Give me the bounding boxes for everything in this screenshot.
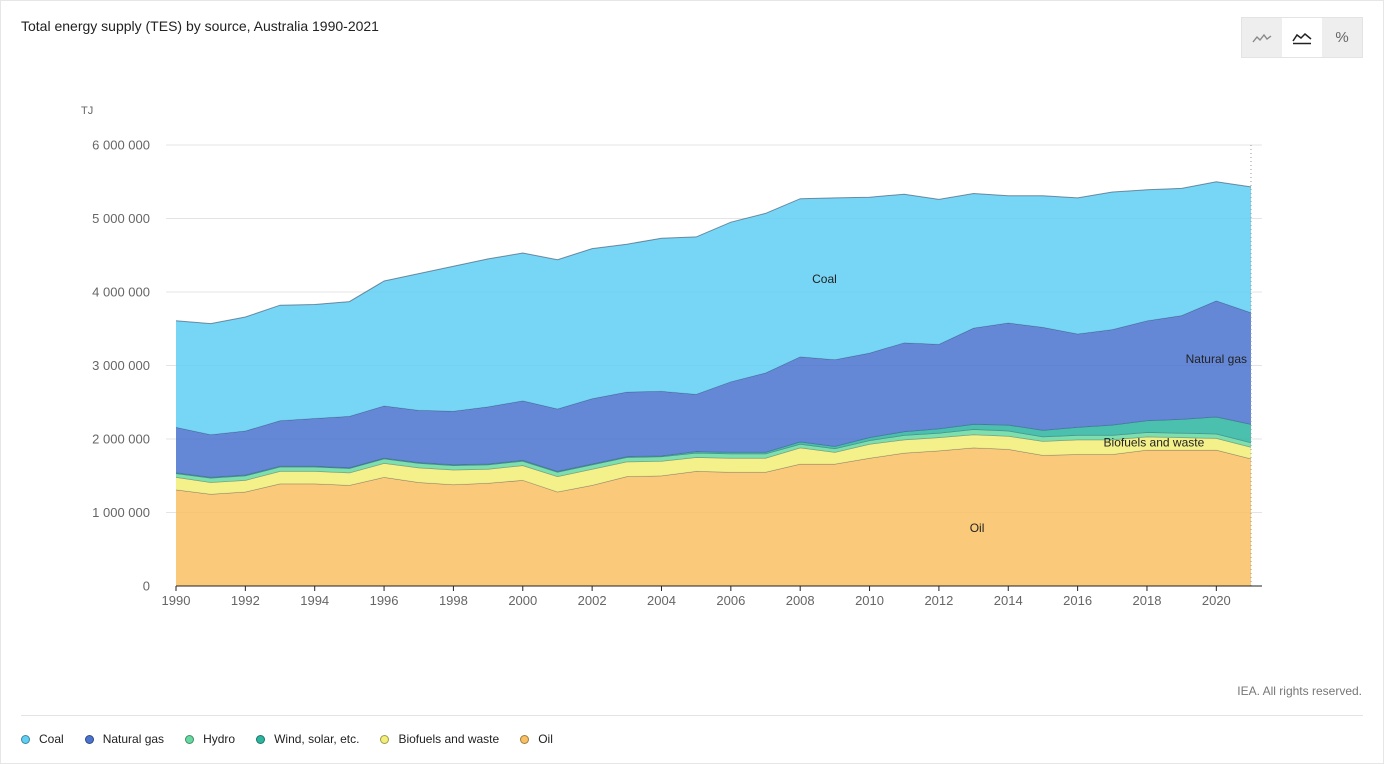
x-tick-label: 2018 [1133,593,1162,608]
line-view-button[interactable] [1242,18,1282,57]
legend-label: Hydro [203,732,236,746]
area-wind-solar-etc [176,416,1251,478]
x-tick-label: 2006 [716,593,745,608]
x-tick-label: 1996 [370,593,399,608]
y-tick-label: 2 000 000 [92,432,150,447]
stacked-area-chart: 0 1 000 000 2 000 000 3 000 000 4 000 000 5 0… [81,105,1262,608]
x-tick-label: 1992 [231,593,260,608]
y-axis-unit: TJ [81,105,93,117]
legend-item-coal[interactable]: Coal [21,732,64,746]
x-tick-label: 2004 [647,593,676,608]
legend-item-wind-solar[interactable]: Wind, solar, etc. [256,732,359,746]
area-oil [176,447,1251,586]
legend-swatch [520,734,530,744]
legend-swatch [21,734,30,744]
x-tick-label: 2010 [855,593,884,608]
x-tick-label: 2002 [578,593,607,608]
copyright-note: IEA. All rights reserved. [1237,684,1362,698]
x-tick-label: 2012 [924,593,953,608]
x-tick-label: 1998 [439,593,468,608]
y-tick-label: 1 000 000 [92,505,150,520]
legend-item-oil[interactable]: Oil [520,732,553,746]
x-tick-label: 2020 [1202,593,1231,608]
chart-view-toggle: % [1241,17,1363,58]
y-tick-label: 0 [143,579,150,594]
x-tick-label: 2000 [508,593,537,608]
legend-label: Wind, solar, etc. [274,732,360,746]
x-tick-label: 1994 [300,593,329,608]
area-label-natural-gas: Natural gas [1186,352,1247,366]
legend: Coal Natural gas Hydro Wind, solar, etc.… [21,732,553,746]
percent-icon: % [1335,29,1349,46]
x-tick-label: 1990 [162,593,191,608]
area-biofuels-and-waste [176,434,1251,495]
line-chart-icon [1252,33,1272,42]
area-label-coal: Coal [812,272,837,286]
legend-swatch [380,734,390,744]
x-tick-label: 2008 [786,593,815,608]
area-hydro [176,429,1251,483]
legend-label: Natural gas [102,732,165,746]
legend-label: Coal [39,732,64,746]
area-natural-gas [176,300,1251,478]
legend-swatch [185,734,195,744]
area-coal [176,181,1251,435]
y-tick-label: 3 000 000 [92,358,150,373]
y-tick-label: 6 000 000 [92,138,150,153]
legend-divider [21,715,1363,716]
y-tick-label: 5 000 000 [92,211,150,226]
legend-item-natural-gas[interactable]: Natural gas [84,732,165,746]
legend-swatch [84,734,94,744]
area-edge-coal [175,181,1252,325]
legend-swatch [256,734,266,744]
chart-title: Total energy supply (TES) by source, Aus… [21,18,379,34]
legend-item-biofuels[interactable]: Biofuels and waste [380,732,499,746]
legend-label: Oil [538,732,553,746]
legend-label: Biofuels and waste [398,732,500,746]
area-label-oil: Oil [970,521,985,535]
legend-item-hydro[interactable]: Hydro [185,732,235,746]
x-tick-label: 2016 [1063,593,1092,608]
area-view-button[interactable] [1282,18,1322,57]
x-tick-label: 2014 [994,593,1023,608]
area-label-biofuels-and-waste: Biofuels and waste [1104,436,1205,450]
percent-view-button[interactable]: % [1322,18,1362,57]
area-chart-icon [1292,32,1312,44]
y-tick-label: 4 000 000 [92,285,150,300]
